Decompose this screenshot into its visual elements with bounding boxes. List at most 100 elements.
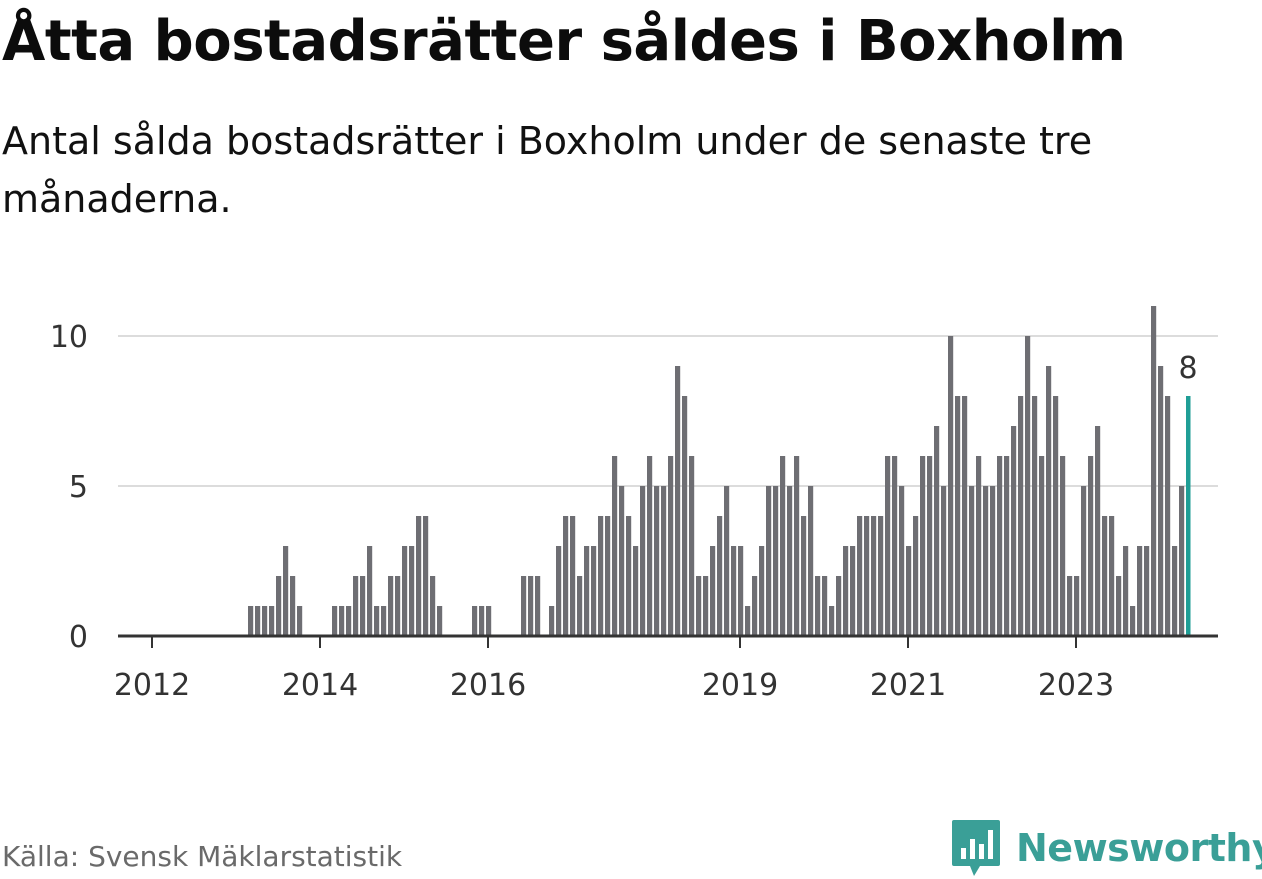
bar [997,456,1003,636]
bar [402,546,408,636]
bar [1067,576,1073,636]
bar [640,486,646,636]
bar [794,456,800,636]
bar [724,486,730,636]
bar [388,576,394,636]
bar [885,456,891,636]
y-tick-label: 0 [69,620,88,655]
bar [675,366,681,636]
bar [619,486,625,636]
bar [633,546,639,636]
bar [1039,456,1045,636]
bar [570,516,576,636]
bar [430,576,436,636]
bar [584,546,590,636]
brand-name: Newsworthy [1016,826,1262,870]
bar [1074,576,1080,636]
x-tick-label: 2012 [114,668,190,703]
y-tick-label: 5 [69,470,88,505]
bar [556,546,562,636]
bar [605,516,611,636]
bar [367,546,373,636]
bar [479,606,485,636]
bar [682,396,688,636]
bar [381,606,387,636]
bar [836,576,842,636]
bar [591,546,597,636]
bar [983,486,989,636]
bar [710,546,716,636]
bar [815,576,821,636]
axes: 0 5 10 8 2012 2014 2016 2019 2021 2023 [50,320,1218,703]
bar [577,576,583,636]
bar [808,486,814,636]
bar [1165,396,1171,636]
bar [346,606,352,636]
bar [955,396,961,636]
bar [1102,516,1108,636]
chart-title: Åtta bostadsrätter såldes i Boxholm [2,9,1126,74]
chart-subtitle: Antal sålda bostadsrätter i Boxholm unde… [2,119,1093,221]
bar [1088,456,1094,636]
bar [857,516,863,636]
bar [920,456,926,636]
bar [409,546,415,636]
highlighted-bar [1186,396,1191,636]
newsworthy-logo-icon [952,820,1000,876]
bar [521,576,527,636]
bar [612,456,618,636]
bar [535,576,541,636]
bar [395,576,401,636]
bar [549,606,555,636]
bar [759,546,765,636]
bar [962,396,968,636]
bar [892,456,898,636]
bar [780,456,786,636]
bar-chart: 0 5 10 8 2012 2014 2016 2019 2021 2023 [50,306,1218,703]
bar [752,576,758,636]
bar [276,576,282,636]
bar [1025,336,1031,636]
bar [1060,456,1066,636]
bar [1130,606,1136,636]
bar [948,336,954,636]
bars [248,306,1191,636]
bar [353,576,359,636]
bar [696,576,702,636]
highlight-value-label: 8 [1178,351,1197,386]
bar [647,456,653,636]
bar [745,606,751,636]
bar [269,606,275,636]
bar [689,456,695,636]
x-tick-label: 2016 [450,668,526,703]
bar [1081,486,1087,636]
x-tick-label: 2019 [702,668,778,703]
bar [731,546,737,636]
bar [703,576,709,636]
bar [801,516,807,636]
bar [766,486,772,636]
x-tick-label: 2014 [282,668,358,703]
bar [843,546,849,636]
bar [850,546,856,636]
bar [899,486,905,636]
bar [416,516,422,636]
bar [717,516,723,636]
bar [976,456,982,636]
bar [941,486,947,636]
bar [1144,546,1150,636]
bar [248,606,254,636]
bar [787,486,793,636]
bar [598,516,604,636]
bar [1137,546,1143,636]
bar [1123,546,1129,636]
bar [934,426,940,636]
bar [864,516,870,636]
bar [486,606,492,636]
bar [374,606,380,636]
bar [472,606,478,636]
bar [283,546,289,636]
bar [990,486,996,636]
bar [913,516,919,636]
bar [1172,546,1178,636]
